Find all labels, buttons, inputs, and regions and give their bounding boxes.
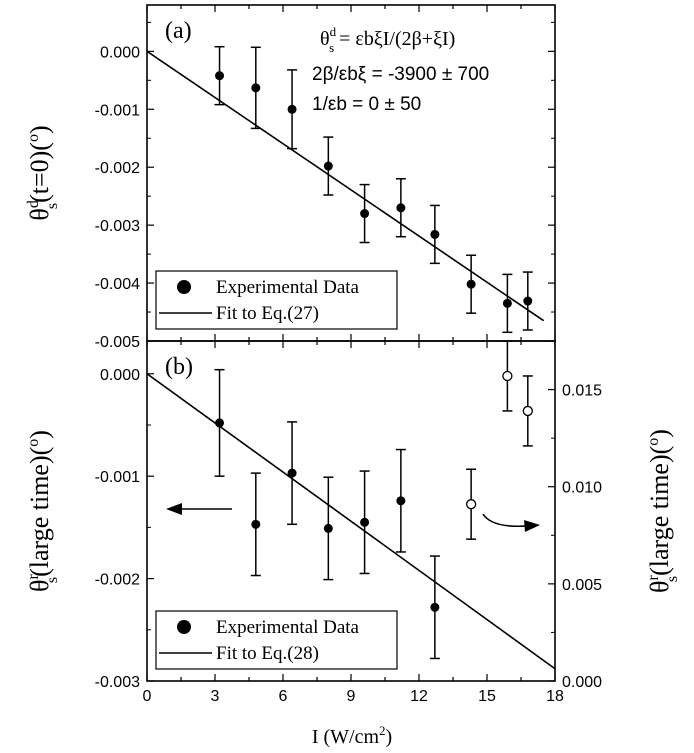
y2-label-sub: s [664, 576, 681, 582]
x-label-sup: 2 [379, 723, 386, 738]
data-point [396, 203, 406, 213]
y-label-close: ) [25, 125, 54, 134]
x-label-close: ) [386, 726, 393, 748]
y-label-theta: θ [25, 579, 54, 591]
y2-tick-label: 0.015 [562, 383, 602, 400]
panel-b: -0.003 -0.002 -0.001 0.000 0.000 0.005 0.010 0.… [25, 340, 681, 748]
formula-rhs: = εbξI/(2β+ξI) [334, 28, 455, 50]
y2-label-theta: θ [645, 580, 674, 592]
x-tick-label: 9 [347, 688, 356, 705]
data-point [523, 296, 533, 306]
data-point [215, 418, 225, 428]
x-tick-label: 15 [478, 688, 496, 705]
formula-theta: θ [320, 28, 330, 50]
y-axis-label: θd s(t=0)(o) [25, 125, 61, 220]
data-point [287, 468, 297, 478]
fit-line [146, 373, 556, 670]
right-axis-arrow-head [524, 520, 540, 532]
y-label-sup: d [25, 200, 42, 208]
data-point [360, 209, 370, 219]
data-point-open [502, 370, 513, 382]
data-point [396, 496, 406, 506]
y2-label-text: (large time)( [645, 446, 674, 576]
data-point [287, 104, 297, 114]
legend-label: Experimental Data [216, 617, 360, 638]
y2-tick-label: 0.010 [562, 480, 602, 497]
data-point [430, 602, 440, 612]
data-point [360, 517, 370, 527]
x-label-text: I (W/cm [312, 726, 380, 748]
right-axis-arrow-shaft [482, 513, 527, 528]
y-tick-label: -0.003 [95, 674, 140, 691]
y-label-sup: r [25, 573, 42, 579]
fit-param-2: 1/εb = 0 ± 50 [312, 94, 421, 115]
x-tick-label: 18 [546, 688, 564, 705]
legend-label: Fit to Eq.(27) [216, 303, 319, 324]
data-point [323, 523, 333, 533]
legend-marker [177, 280, 191, 294]
y2-label-close: ) [645, 429, 674, 438]
legend-marker [177, 620, 191, 634]
formula-sub: s [329, 40, 334, 55]
x-axis-label: I (W/cm2) [312, 723, 392, 748]
y2-label-sup: r [645, 574, 662, 580]
y-label-sub: s [44, 203, 61, 209]
y-tick-label: -0.003 [95, 218, 140, 235]
panel-label: (b) [165, 354, 193, 380]
data-point [251, 83, 261, 93]
y2-axis-label: θr s(large time)(o) [645, 429, 681, 593]
fit-line [146, 50, 545, 322]
panel-label: (a) [165, 18, 192, 44]
y-tick-label: -0.001 [95, 102, 140, 119]
panel-a: -0.005 -0.004 -0.003 -0.002 -0.001 0.000 (a) Ex… [25, 4, 556, 351]
y-label-sub: s [44, 577, 61, 583]
data-point-open [465, 499, 477, 510]
y-tick-label: -0.002 [95, 572, 140, 589]
x-tick-label: 0 [143, 688, 152, 705]
y-label-unit: o [25, 134, 42, 142]
formula-sup: d [330, 24, 337, 39]
legend-box [155, 610, 398, 670]
data-point [215, 71, 225, 81]
data-point [430, 229, 440, 239]
y-tick-label: -0.001 [95, 469, 140, 486]
left-axis-arrow-head [166, 503, 182, 515]
data-point [466, 279, 476, 289]
legend-box [155, 270, 398, 330]
y2-tick-label: 0.000 [562, 674, 602, 691]
data-point [251, 519, 261, 529]
data-point [323, 161, 333, 171]
y-tick-label: -0.002 [95, 160, 140, 177]
formula-annotation: θd s = εbξI/(2β+ξI) [320, 24, 455, 55]
y-axis-label: θrs(large time)(o) [25, 430, 61, 592]
fit-param-1: 2β/εbξ = -3900 ± 700 [312, 64, 489, 85]
y2-label-unit: o [645, 438, 662, 446]
y-tick-label: 0.000 [100, 367, 140, 384]
data-point-open [522, 405, 533, 417]
data-point [502, 298, 512, 308]
y-label-theta: θ [25, 208, 54, 220]
legend-label: Experimental Data [216, 277, 360, 298]
legend-label: Fit to Eq.(28) [216, 643, 319, 664]
y-label-close: ) [25, 430, 54, 439]
y-tick-label: 0.000 [100, 44, 140, 61]
y-label-unit: o [25, 439, 42, 447]
y-label-text: (large time)( [25, 447, 54, 577]
y-tick-label: -0.005 [95, 334, 140, 351]
x-tick-label: 12 [410, 688, 428, 705]
x-tick-label: 3 [211, 688, 220, 705]
x-tick-label: 6 [279, 688, 288, 705]
y-label-text: (t=0)( [25, 142, 54, 203]
y2-tick-label: 0.005 [562, 577, 602, 594]
y-tick-label: -0.004 [95, 276, 140, 293]
